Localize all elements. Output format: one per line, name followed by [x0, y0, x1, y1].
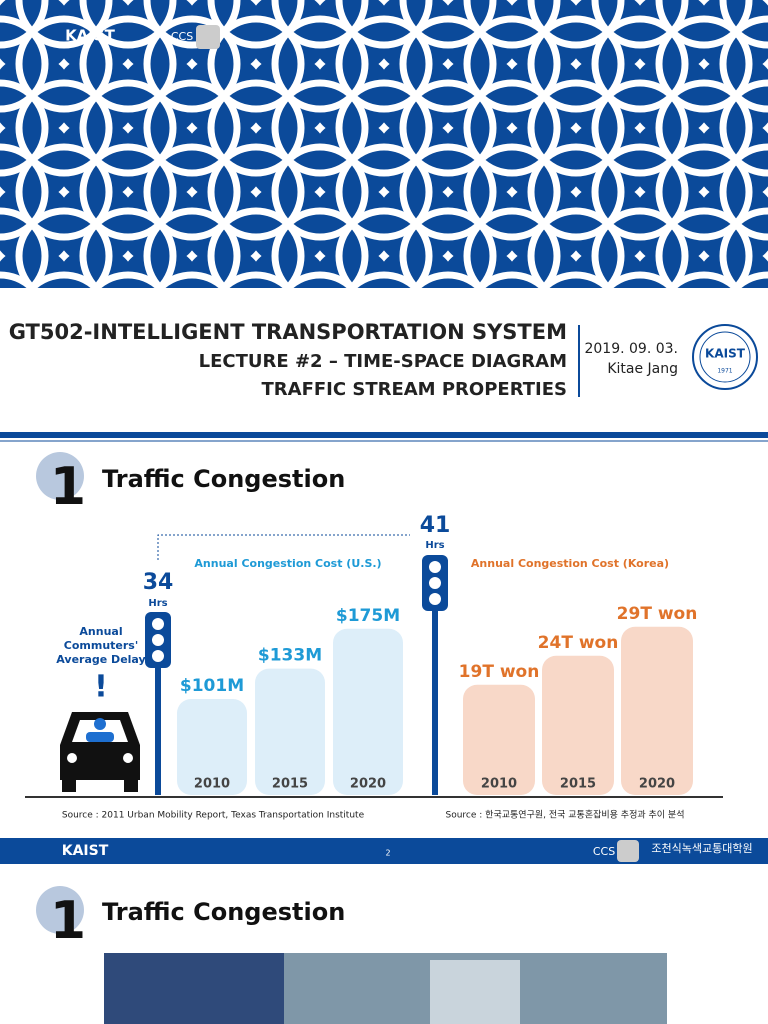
value-label: 24T won	[538, 633, 619, 653]
cover-pattern	[0, 0, 768, 288]
bar	[177, 699, 247, 795]
bar	[255, 668, 325, 795]
slide-border	[0, 432, 768, 438]
lights	[152, 561, 441, 662]
number-bg	[36, 886, 84, 934]
school-name: 조천식녹색교통대학원	[651, 841, 752, 855]
category-label: 2015	[272, 777, 308, 792]
bar	[542, 655, 614, 795]
logo: KAIST	[65, 27, 116, 45]
delay-label: Commuters'	[64, 639, 138, 652]
source: Source : 한국교통연구원, 전국 교통혼잡비용 추정과 추이 분석	[446, 809, 685, 821]
value-label: 19T won	[459, 662, 540, 682]
car-icon	[60, 712, 140, 792]
chart-title: Annual Congestion Cost (U.S.)	[194, 557, 381, 570]
title: GT502-INTELLIGENT TRANSPORTATION SYSTEM	[9, 320, 567, 344]
delay-unit: Hrs	[425, 540, 444, 551]
photo-part	[104, 953, 284, 1024]
bar	[463, 684, 535, 795]
subtitle: LECTURE #2 – TIME-SPACE DIAGRAM	[199, 351, 567, 372]
number-bg	[36, 452, 84, 500]
seal-name: KAIST	[705, 347, 746, 361]
seal-ring	[699, 331, 751, 383]
category-label: 2015	[560, 777, 596, 792]
slide-title: Traffic Congestion	[102, 465, 345, 493]
delay-value: 41	[420, 513, 451, 538]
exclamation: !	[94, 670, 108, 705]
chart-title: Annual Congestion Cost (Korea)	[471, 557, 669, 570]
delay-label: Annual	[79, 625, 122, 638]
value-label: $133M	[258, 646, 322, 666]
delay-label: Average Delay	[56, 653, 145, 666]
seal	[692, 324, 758, 390]
category-label: 2020	[639, 777, 675, 792]
slide-title: Traffic Congestion	[102, 898, 345, 926]
category-label: 2010	[194, 777, 230, 792]
delay-unit: Hrs	[148, 598, 167, 609]
category-label: 2020	[350, 777, 386, 792]
subtitle: TRAFFIC STREAM PROPERTIES	[262, 379, 567, 400]
cover-panel	[0, 288, 768, 432]
page-number: 2	[385, 849, 390, 858]
value-label: 29T won	[617, 604, 698, 624]
slide-number: 1	[50, 457, 86, 517]
category-label: 2010	[481, 777, 517, 792]
seal-year: 1971	[717, 368, 732, 375]
bar	[333, 628, 403, 795]
footer-logo: KAIST	[62, 843, 109, 859]
source: Source : 2011 Urban Mobility Report, Tex…	[62, 811, 365, 821]
photo-part	[430, 960, 520, 1024]
author: Kitae Jang	[607, 361, 678, 377]
connector	[157, 534, 410, 560]
value-label: $175M	[336, 606, 400, 626]
slide-number: 1	[50, 891, 86, 951]
footer-bar	[0, 838, 768, 864]
footer-logo: CCS	[593, 845, 615, 858]
delay-value: 34	[143, 570, 174, 595]
value-label: $101M	[180, 676, 244, 696]
bar	[621, 626, 693, 795]
logo-icon	[196, 25, 220, 49]
logo: CCS	[171, 30, 193, 43]
logo-icon	[617, 840, 639, 862]
date: 2019. 09. 03.	[584, 341, 678, 357]
